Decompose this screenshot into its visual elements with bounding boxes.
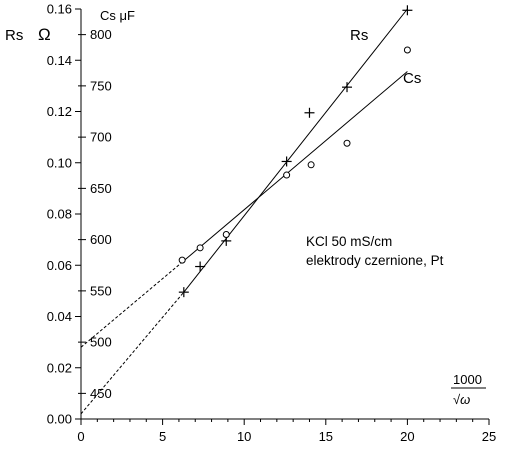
data-point-rs [195, 261, 206, 272]
y-inner-tick-label: 600 [90, 232, 112, 247]
data-point-rs [342, 82, 353, 93]
data-point-cs [196, 244, 204, 252]
y-left-tick-label: 0.12 [47, 104, 72, 119]
annotation-electrodes: elektrody czernione, Pt [306, 253, 444, 268]
x-tick-label: 5 [159, 429, 166, 444]
y-inner-tick-label: 550 [90, 283, 112, 298]
y-inner-axis-label: Cs μF [100, 8, 135, 23]
data-point-rs [304, 107, 315, 118]
x-axis-label-denominator: √ω [453, 392, 470, 407]
y-left-tick-label: 0.02 [47, 360, 72, 375]
data-point-cs [343, 139, 351, 147]
x-tick-label: 15 [319, 429, 333, 444]
x-tick-label: 0 [77, 429, 84, 444]
fit-line-rs [183, 8, 408, 293]
y-left-tick-label: 0.14 [47, 53, 72, 68]
data-point-cs [307, 161, 315, 169]
y-inner-tick-label: 500 [90, 335, 112, 350]
y-left-tick-label: 0.00 [47, 412, 72, 427]
y-left-tick-label: 0.06 [47, 258, 72, 273]
data-point-cs [283, 171, 291, 179]
y-inner-tick-label: 650 [90, 181, 112, 196]
x-axis-label-numerator: 1000 [453, 372, 482, 387]
data-point-rs [281, 156, 292, 167]
series-label-rs: Rs [350, 27, 368, 44]
y-left-axis-unit: Ω [38, 25, 51, 44]
x-tick-label: 25 [482, 429, 496, 444]
y-left-tick-label: 0.16 [47, 2, 72, 17]
data-point-cs [178, 256, 186, 264]
x-tick-label: 20 [400, 429, 414, 444]
data-point-rs [178, 287, 189, 298]
extrapolation-line-cs [80, 261, 183, 348]
x-tick-label: 10 [237, 429, 251, 444]
axes [80, 9, 489, 420]
y-left-tick-label: 0.10 [47, 155, 72, 170]
y-inner-tick-label: 750 [90, 78, 112, 93]
axis-ticks: 0 5 10 15 20 25 0.00 0.02 0.04 0.06 0.08 0.10 0.12 0.… [47, 2, 497, 445]
y-left-axis-label: Rs [5, 27, 23, 44]
data-point-cs [403, 46, 411, 54]
y-inner-tick-label: 450 [90, 386, 112, 401]
data-markers [178, 5, 413, 298]
data-point-rs [402, 5, 413, 16]
fit-lines [80, 8, 408, 415]
y-inner-tick-label: 700 [90, 130, 112, 145]
series-label-cs: Cs [403, 70, 421, 87]
y-inner-tick-label: 800 [90, 27, 112, 42]
extrapolation-line-rs [80, 291, 185, 415]
fit-line-cs [181, 71, 408, 263]
y-left-tick-label: 0.04 [47, 309, 72, 324]
y-left-tick-label: 0.08 [47, 207, 72, 222]
data-point-cs [222, 231, 230, 238]
annotation-electrolyte: KCl 50 mS/cm [306, 234, 392, 249]
